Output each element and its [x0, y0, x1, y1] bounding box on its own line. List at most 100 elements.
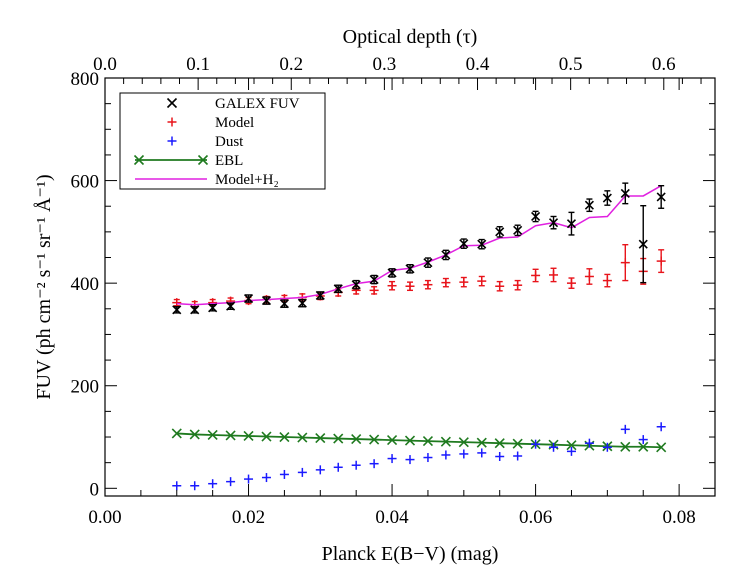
- model-point: [495, 281, 505, 291]
- x-tick-label: 0.06: [519, 507, 552, 528]
- legend-label-model: Model: [215, 115, 254, 131]
- x-axis-title: Planck E(B−V) (mag): [322, 543, 499, 565]
- ebl-point: [225, 430, 236, 441]
- ebl-point: [243, 430, 254, 442]
- legend-symbol-ebl-start: [133, 154, 145, 166]
- galex-point: [387, 268, 397, 278]
- model-point: [441, 278, 451, 288]
- x-tick-label: 0.08: [662, 507, 695, 528]
- legend-label-galex: GALEX FUV: [215, 96, 300, 112]
- galex-point: [226, 301, 236, 311]
- ebl-point: [476, 437, 487, 448]
- dust-point: [351, 460, 361, 470]
- dust-point: [441, 450, 451, 460]
- galex-point: [208, 303, 218, 313]
- dust-point: [261, 473, 271, 483]
- ebl-point: [171, 428, 182, 439]
- dust-point: [566, 446, 576, 456]
- ebl-point: [458, 437, 469, 448]
- legend: GALEX FUV Model Dust EBL Model+H₂: [119, 92, 326, 190]
- dust-point: [190, 481, 200, 491]
- model-point: [656, 256, 666, 266]
- x2-tick-label: 0.4: [466, 54, 490, 75]
- y-tick-label: 0: [90, 479, 100, 500]
- model-point: [620, 258, 630, 268]
- x2-tick-label: 0.0: [93, 54, 117, 75]
- legend-items: [133, 97, 209, 180]
- legend-label-dust: Dust: [215, 134, 244, 150]
- galex-point: [297, 298, 307, 308]
- model-point: [387, 281, 397, 291]
- galex-point: [531, 211, 541, 222]
- ebl-point: [566, 440, 577, 451]
- ebl-point: [638, 441, 649, 452]
- legend-symbol-galex: [166, 97, 178, 109]
- dust-point: [602, 442, 612, 452]
- model-point: [584, 271, 594, 281]
- galex-point: [369, 274, 379, 285]
- ebl-point: [512, 438, 523, 449]
- ebl-point: [369, 434, 380, 445]
- galex-point: [315, 290, 325, 301]
- galex-point: [351, 280, 361, 290]
- galex-point: [638, 239, 648, 249]
- dust-point: [226, 477, 236, 487]
- y-tick-label: 800: [71, 69, 100, 90]
- plot-frame: [104, 77, 716, 497]
- legend-label-ebl: EBL: [215, 153, 243, 169]
- x2-tick-label: 0.6: [652, 54, 676, 75]
- legend-label-model-h2: Model+H₂: [215, 172, 279, 188]
- model-point: [172, 298, 182, 308]
- x2-axis-title: Optical depth (τ): [343, 26, 478, 48]
- galex-point: [172, 305, 182, 315]
- dust-point: [315, 465, 325, 475]
- ebl-point: [351, 434, 362, 445]
- y-tick-label: 600: [71, 172, 100, 193]
- dust-point: [208, 479, 218, 489]
- galex-point: [279, 299, 289, 309]
- ebl-point: [315, 432, 326, 444]
- model-point: [423, 280, 433, 290]
- dust-point: [531, 439, 541, 449]
- galex-point: [441, 250, 451, 260]
- y-tick-label: 200: [71, 377, 100, 398]
- dust-point: [333, 462, 343, 472]
- model-point: [531, 270, 541, 280]
- ebl-point: [386, 435, 398, 446]
- galex-point: [190, 305, 200, 315]
- model-point: [549, 270, 559, 280]
- galex-point: [513, 225, 523, 235]
- x2-tick-label: 0.3: [373, 54, 397, 75]
- ebl-point: [333, 433, 344, 444]
- x2-tick-label: 0.2: [279, 54, 303, 75]
- ebl-point: [279, 431, 290, 443]
- galex-point: [548, 218, 559, 228]
- ebl-point: [261, 431, 272, 442]
- galex-point: [459, 239, 469, 249]
- model-h2-line: [176, 185, 662, 306]
- dust-point: [549, 442, 559, 452]
- galex-point: [620, 188, 630, 198]
- x2-tick-label: 0.5: [559, 54, 583, 75]
- dust-point: [656, 422, 666, 432]
- dust-point: [584, 438, 594, 448]
- ebl-point: [494, 438, 505, 449]
- ebl-point: [440, 436, 451, 447]
- y-axis-title: FUV (ph cm⁻² s⁻¹ sr⁻¹ Å⁻¹): [33, 174, 55, 399]
- ebl-point: [207, 429, 218, 441]
- dust-point: [279, 469, 289, 479]
- model-point: [405, 281, 415, 291]
- x-tick-label: 0.04: [375, 507, 409, 528]
- ebl-point: [620, 441, 631, 452]
- galex-point: [243, 293, 254, 304]
- x-tick-label: 0.00: [88, 507, 121, 528]
- dust-point: [477, 448, 487, 458]
- galex-point: [602, 193, 612, 203]
- galex-point: [405, 264, 415, 274]
- model-point: [459, 277, 469, 287]
- galex-point: [261, 296, 272, 306]
- galex-point: [584, 200, 594, 210]
- dust-point: [369, 459, 379, 469]
- legend-box: [119, 92, 326, 190]
